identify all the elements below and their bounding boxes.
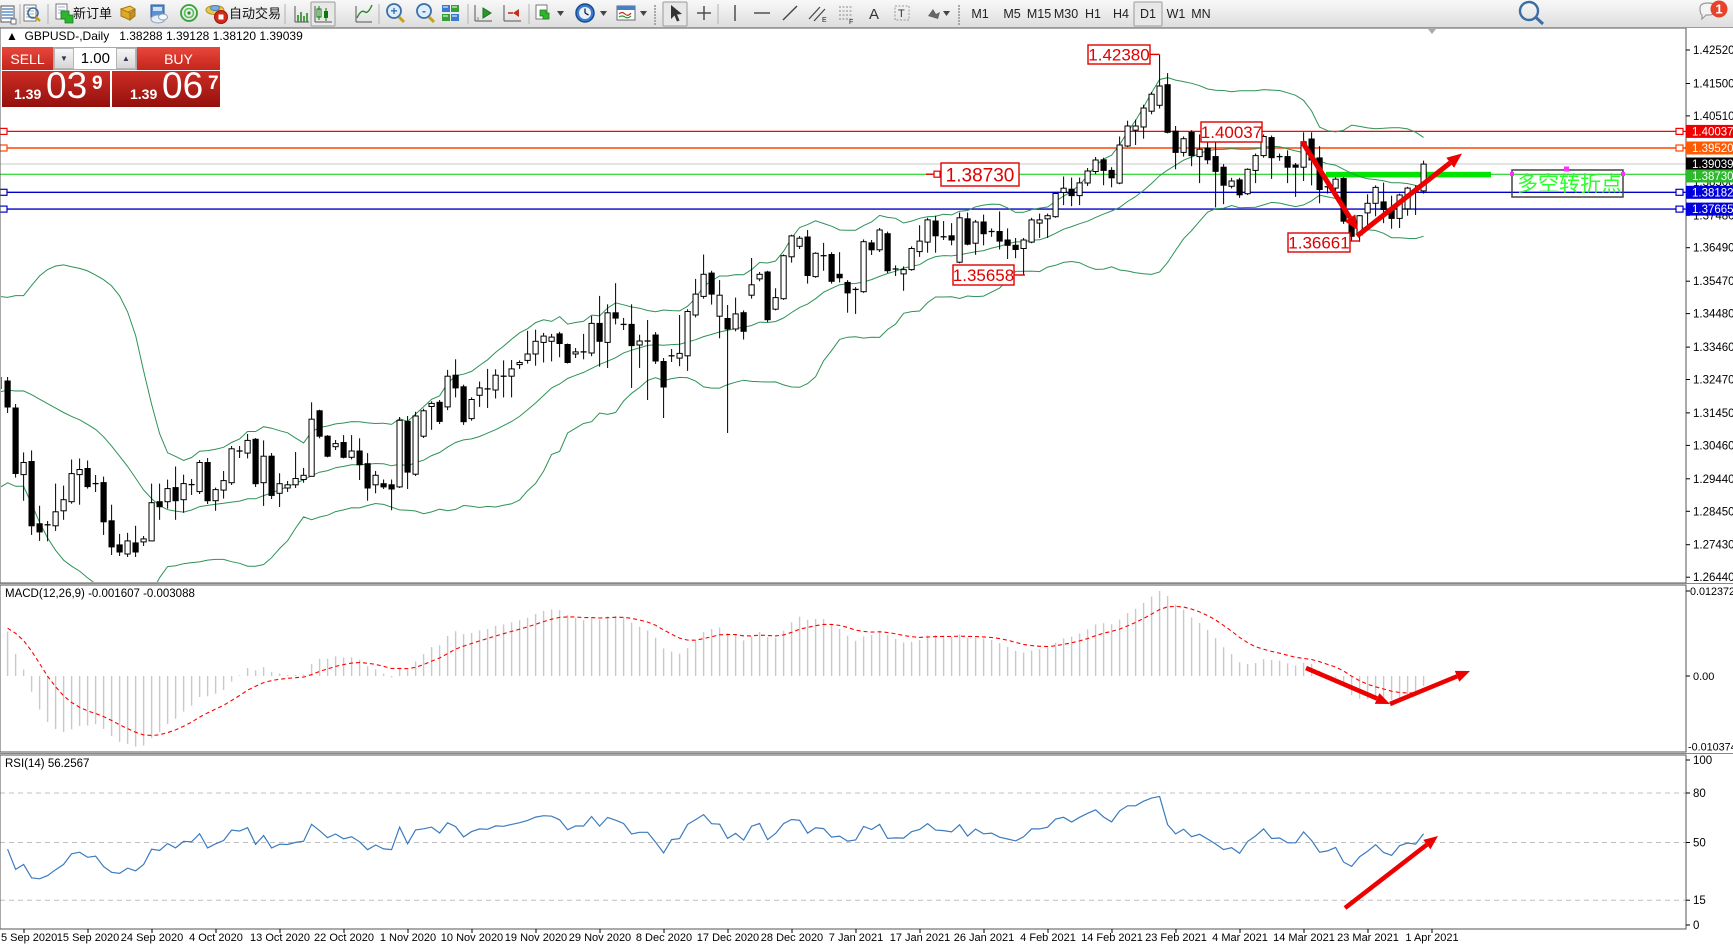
svg-text:7 Jan 2021: 7 Jan 2021 [829,932,883,944]
svg-text:0.00: 0.00 [1693,671,1714,683]
svg-text:23 Feb 2021: 23 Feb 2021 [1145,932,1207,944]
svg-text:4 Feb 2021: 4 Feb 2021 [1020,932,1076,944]
svg-text:10 Nov 2020: 10 Nov 2020 [441,932,503,944]
svg-text:1.41500: 1.41500 [1693,79,1733,91]
svg-text:1.37665: 1.37665 [1692,204,1733,216]
svg-text:22 Oct 2020: 22 Oct 2020 [314,932,374,944]
svg-text:1.38730: 1.38730 [946,165,1015,186]
svg-text:RSI(14) 56.2567: RSI(14) 56.2567 [5,758,89,770]
svg-text:1.38182: 1.38182 [1692,187,1733,199]
svg-text:1 Apr 2021: 1 Apr 2021 [1405,932,1458,944]
svg-text:W1: W1 [1167,7,1186,21]
svg-text:26 Jan 2021: 26 Jan 2021 [954,932,1015,944]
svg-text:17 Jan 2021: 17 Jan 2021 [890,932,951,944]
svg-text:多空转折点: 多空转折点 [1517,173,1622,196]
svg-text:1.39039: 1.39039 [1692,159,1733,171]
svg-text:4 Oct 2020: 4 Oct 2020 [189,932,243,944]
svg-text:M15: M15 [1027,7,1051,21]
svg-text:MACD(12,26,9) -0.001607 -0.003: MACD(12,26,9) -0.001607 -0.003088 [5,588,195,600]
svg-text:1.30460: 1.30460 [1693,440,1733,452]
svg-text:1.26440: 1.26440 [1693,572,1733,584]
svg-text:8 Dec 2020: 8 Dec 2020 [636,932,692,944]
svg-text:4 Mar 2021: 4 Mar 2021 [1212,932,1268,944]
svg-text:F: F [849,19,853,26]
svg-text:▲ GBPUSD-,Daily 1.38288 1.3: ▲ GBPUSD-,Daily 1.38288 1.39128 1.38120 … [6,29,303,43]
svg-text:1.42380: 1.42380 [1088,46,1149,65]
svg-text:1.38730: 1.38730 [1692,171,1733,183]
svg-text:1.32470: 1.32470 [1693,375,1733,387]
svg-text:1 Nov 2020: 1 Nov 2020 [380,932,436,944]
svg-text:15 Sep 2020: 15 Sep 2020 [57,932,119,944]
svg-text:+: + [390,4,397,18]
svg-text:T: T [898,8,905,20]
svg-text:自动交易: 自动交易 [229,6,281,21]
svg-text:MN: MN [1191,7,1210,21]
svg-text:14 Mar 2021: 14 Mar 2021 [1273,932,1335,944]
svg-text:A: A [869,6,879,23]
svg-text:80: 80 [1693,788,1706,800]
svg-text:新订单: 新订单 [73,6,112,21]
svg-text:1.27430: 1.27430 [1693,540,1733,552]
svg-text:100: 100 [1693,755,1712,767]
svg-text:5 Sep 2020: 5 Sep 2020 [1,932,57,944]
svg-text:M30: M30 [1054,7,1078,21]
svg-text:M1: M1 [971,7,988,21]
svg-text:23 Mar 2021: 23 Mar 2021 [1337,932,1399,944]
svg-text:H1: H1 [1085,7,1101,21]
svg-text:1.40510: 1.40510 [1693,111,1733,123]
svg-text:E: E [822,17,827,24]
svg-text:28 Dec 2020: 28 Dec 2020 [761,932,823,944]
svg-text:1.36661: 1.36661 [1288,234,1349,253]
svg-text:17 Dec 2020: 17 Dec 2020 [697,932,759,944]
svg-text:1.39520: 1.39520 [1692,143,1733,155]
svg-text:H4: H4 [1113,7,1129,21]
svg-text:1.35658: 1.35658 [953,266,1014,285]
svg-text:1.28450: 1.28450 [1693,506,1733,518]
svg-text:1.40037: 1.40037 [1692,126,1733,138]
svg-text:-0.010374: -0.010374 [1688,742,1733,754]
svg-text:1.34480: 1.34480 [1693,309,1733,321]
svg-text:1.35470: 1.35470 [1693,276,1733,288]
svg-text:15: 15 [1693,895,1706,907]
svg-text:M5: M5 [1003,7,1020,21]
svg-text:D1: D1 [1140,7,1156,21]
svg-text:-: - [422,4,426,18]
svg-text:1.40037: 1.40037 [1201,123,1262,142]
svg-text:1.29440: 1.29440 [1693,474,1733,486]
svg-text:1.31450: 1.31450 [1693,408,1733,420]
svg-text:50: 50 [1693,838,1706,850]
svg-text:0: 0 [1693,920,1699,932]
svg-text:13 Oct 2020: 13 Oct 2020 [250,932,310,944]
svg-text:1: 1 [1715,2,1722,17]
svg-text:19 Nov 2020: 19 Nov 2020 [505,932,567,944]
svg-text:24 Sep 2020: 24 Sep 2020 [121,932,183,944]
svg-text:29 Nov 2020: 29 Nov 2020 [569,932,631,944]
svg-text:1.33460: 1.33460 [1693,342,1733,354]
svg-text:0.012372: 0.012372 [1690,586,1733,598]
svg-text:1.42520: 1.42520 [1693,45,1733,57]
svg-text:14 Feb 2021: 14 Feb 2021 [1081,932,1143,944]
svg-text:1.36490: 1.36490 [1693,243,1733,255]
